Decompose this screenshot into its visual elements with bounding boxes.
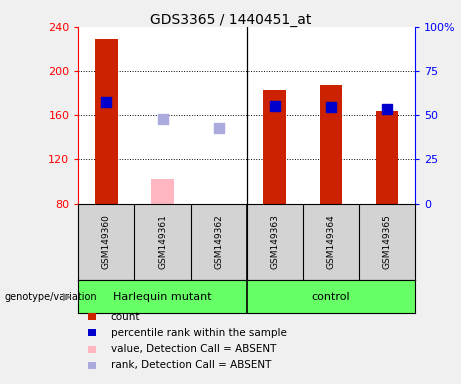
- Text: GSM149363: GSM149363: [270, 215, 279, 269]
- Text: Harlequin mutant: Harlequin mutant: [113, 291, 212, 302]
- Text: GSM149361: GSM149361: [158, 215, 167, 269]
- Text: genotype/variation: genotype/variation: [5, 291, 97, 302]
- Bar: [95, 39, 118, 204]
- Text: count: count: [111, 312, 140, 322]
- Point: [215, 125, 222, 131]
- Text: GSM149360: GSM149360: [102, 215, 111, 269]
- Bar: [263, 90, 286, 204]
- Text: GSM149364: GSM149364: [326, 215, 335, 269]
- Point: [103, 99, 110, 105]
- Text: GDS3365 / 1440451_at: GDS3365 / 1440451_at: [150, 13, 311, 27]
- Text: GSM149365: GSM149365: [382, 215, 391, 269]
- Point: [327, 104, 334, 111]
- Bar: [319, 85, 342, 204]
- Point: [159, 116, 166, 122]
- Text: ▶: ▶: [63, 291, 71, 302]
- Bar: [376, 111, 398, 204]
- Bar: [151, 179, 174, 204]
- Text: control: control: [312, 291, 350, 302]
- Point: [271, 103, 278, 109]
- Text: GSM149362: GSM149362: [214, 215, 223, 269]
- Text: rank, Detection Call = ABSENT: rank, Detection Call = ABSENT: [111, 360, 271, 370]
- Text: value, Detection Call = ABSENT: value, Detection Call = ABSENT: [111, 344, 276, 354]
- Text: percentile rank within the sample: percentile rank within the sample: [111, 328, 287, 338]
- Point: [383, 106, 390, 112]
